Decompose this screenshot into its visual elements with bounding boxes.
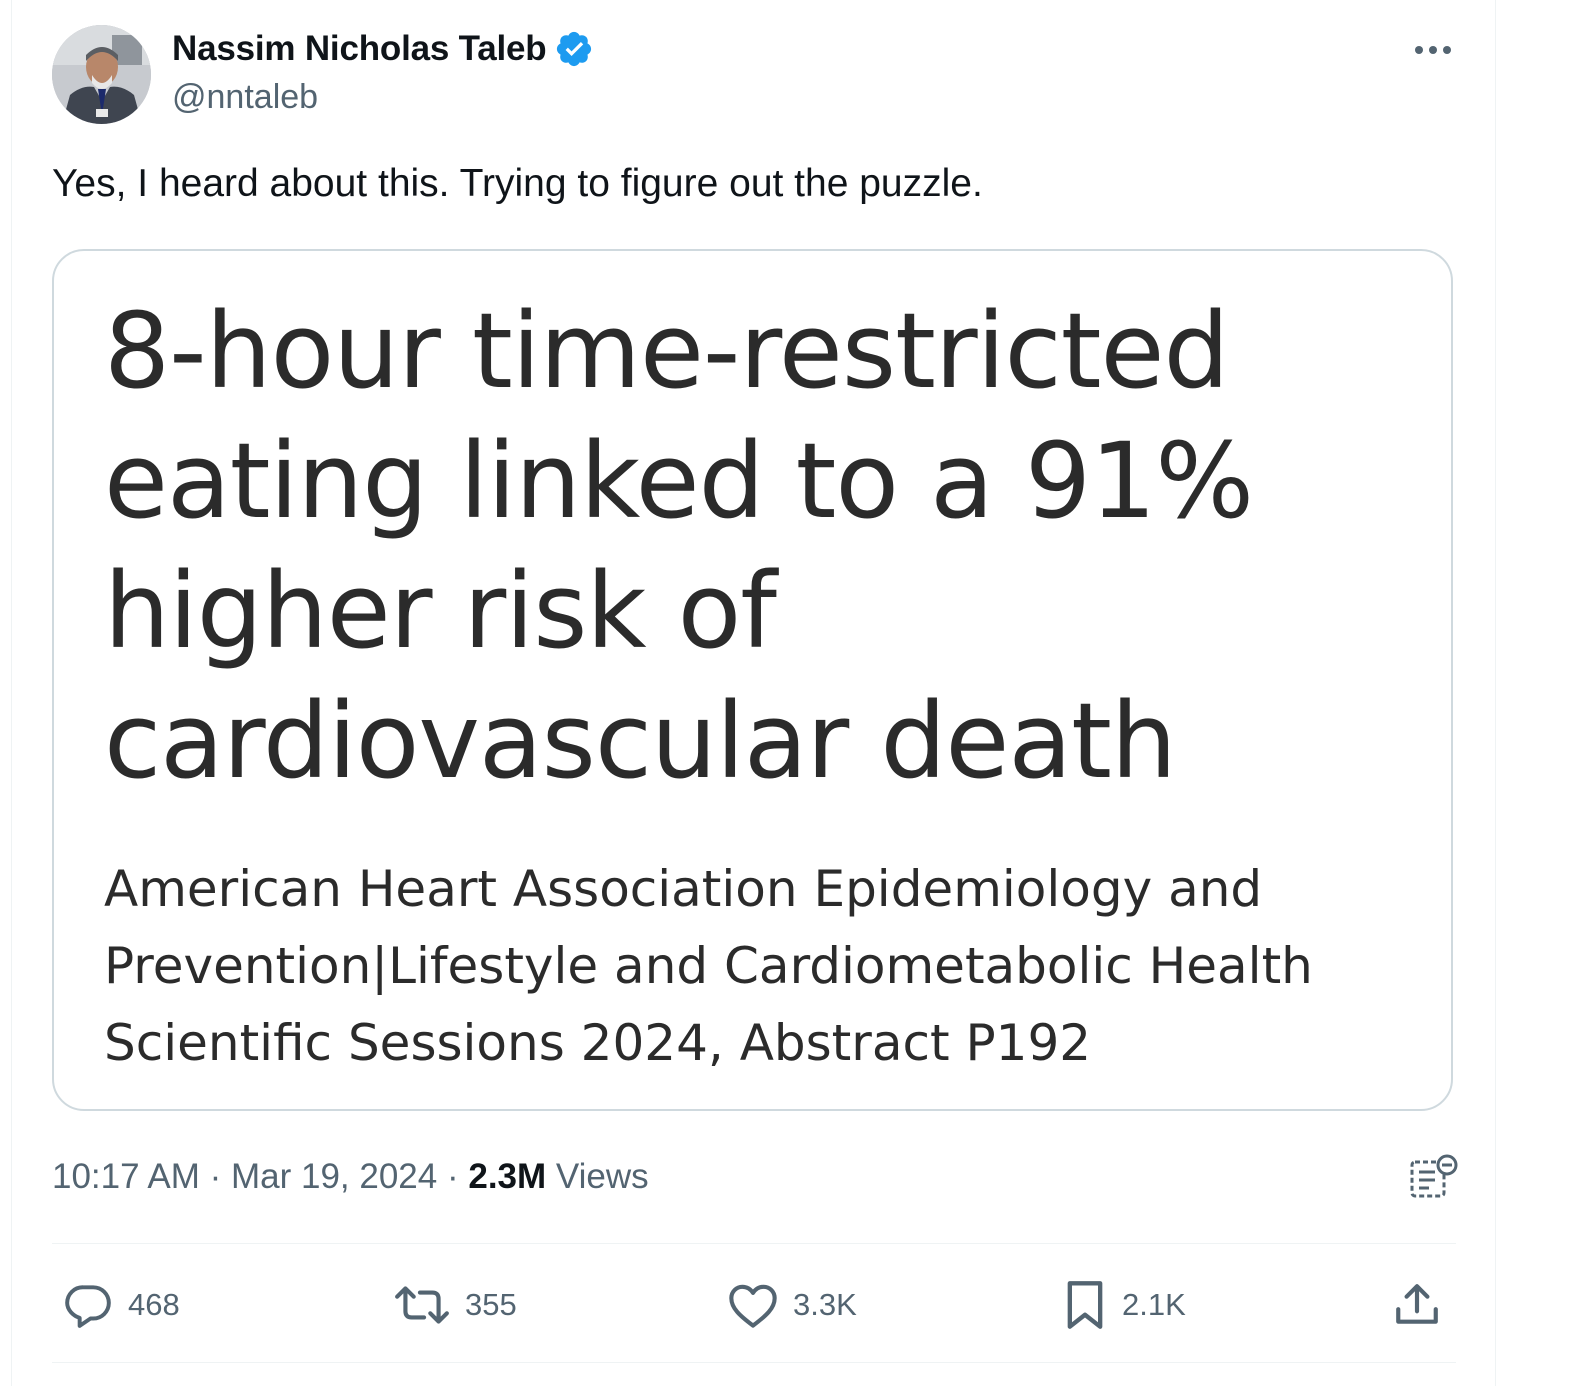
bookmark-button[interactable]: 2.1K: [1062, 1278, 1186, 1332]
author-handle[interactable]: @nntaleb: [172, 78, 319, 116]
tweet-image-card[interactable]: 8-hour time-restricted eating linked to …: [52, 249, 1453, 1111]
share-icon: [1396, 1284, 1438, 1324]
reply-icon: [65, 1285, 111, 1328]
views-count: 2.3M: [468, 1157, 547, 1196]
tweet-date[interactable]: Mar 19, 2024: [231, 1157, 438, 1196]
tweet-meta: 10:17 AM · Mar 19, 2024 · 2.3M Views: [52, 1157, 649, 1197]
tweet-time[interactable]: 10:17 AM: [52, 1157, 200, 1196]
meta-separator: ·: [199, 1157, 231, 1196]
share-button[interactable]: [1392, 1278, 1442, 1332]
timeline-left-border: [11, 0, 12, 1386]
more-options-button[interactable]: [1406, 30, 1460, 70]
reply-button[interactable]: 468: [62, 1278, 180, 1332]
views-label: Views: [555, 1157, 649, 1196]
divider: [52, 1362, 1456, 1363]
repost-button[interactable]: 355: [393, 1278, 517, 1332]
divider: [52, 1243, 1456, 1244]
bookmark-count: 2.1K: [1122, 1287, 1186, 1322]
meta-separator: ·: [437, 1157, 469, 1196]
analytics-icon[interactable]: [1407, 1152, 1459, 1202]
like-button[interactable]: 3.3K: [727, 1278, 857, 1332]
author-name-row[interactable]: Nassim Nicholas Taleb: [172, 28, 594, 70]
reply-count: 468: [128, 1287, 180, 1322]
bookmark-icon: [1067, 1281, 1103, 1329]
card-source: American Heart Association Epidemiology …: [104, 860, 1313, 1072]
repost-icon: [395, 1286, 449, 1324]
avatar-photo: [52, 25, 151, 124]
like-count: 3.3K: [793, 1287, 857, 1322]
repost-count: 355: [465, 1287, 517, 1322]
verified-badge-icon[interactable]: [554, 29, 594, 69]
more-horizontal-icon: [1415, 46, 1451, 54]
heart-icon: [729, 1284, 777, 1328]
tweet-text: Yes, I heard about this. Trying to figur…: [52, 162, 983, 205]
timeline-right-border: [1495, 0, 1496, 1386]
avatar[interactable]: [52, 25, 151, 124]
author-display-name[interactable]: Nassim Nicholas Taleb: [172, 29, 547, 68]
card-headline: 8-hour time-restricted eating linked to …: [104, 290, 1254, 802]
